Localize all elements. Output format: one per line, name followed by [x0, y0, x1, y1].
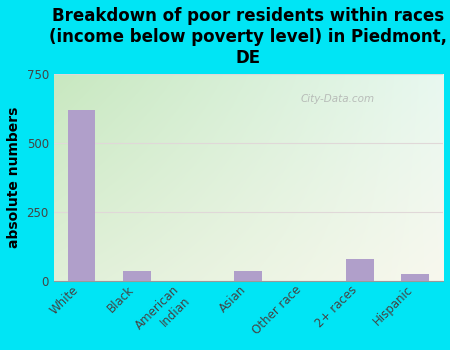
- Y-axis label: absolute numbers: absolute numbers: [7, 106, 21, 248]
- Title: Breakdown of poor residents within races
(income below poverty level) in Piedmon: Breakdown of poor residents within races…: [50, 7, 447, 66]
- Bar: [123, 271, 151, 281]
- Bar: [401, 274, 429, 281]
- Bar: [234, 271, 262, 281]
- Bar: [68, 110, 95, 281]
- Bar: [346, 259, 374, 281]
- Text: City-Data.com: City-Data.com: [301, 93, 375, 104]
